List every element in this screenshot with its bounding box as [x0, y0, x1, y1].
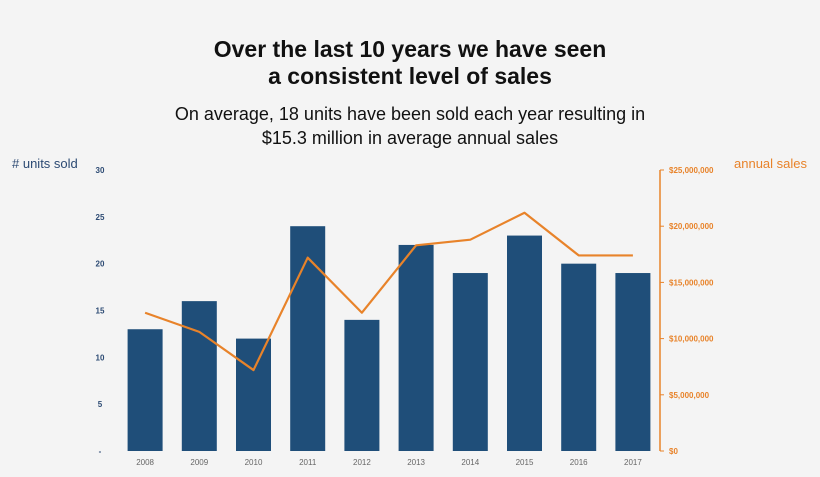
x-axis-tick-label: 2015	[516, 458, 534, 467]
bar	[561, 263, 597, 451]
bar	[127, 329, 163, 451]
bar	[507, 235, 542, 451]
bar	[398, 244, 434, 451]
x-axis-tick-label: 2013	[407, 458, 425, 467]
bar	[344, 319, 380, 451]
right-axis-tick-label: $10,000,000	[669, 335, 714, 344]
left-axis-tick-label: 5	[98, 400, 103, 409]
right-axis-tick-label: $25,000,000	[669, 166, 714, 175]
left-axis-tick-label: 20	[96, 260, 105, 269]
bar	[452, 273, 488, 451]
chart-subtitle: On average, 18 units have been sold each…	[0, 102, 820, 150]
bar	[290, 226, 326, 451]
right-axis-tick-label: $20,000,000	[669, 222, 714, 231]
x-axis-tick-label: 2012	[353, 458, 371, 467]
chart-subtitle-line-2: $15.3 million in average annual sales	[261, 128, 559, 148]
right-axis-tick-label: $15,000,000	[669, 278, 714, 287]
sales-line	[144, 211, 633, 372]
left-axis-tick-label: 30	[96, 166, 105, 175]
bar	[236, 338, 271, 451]
right-axis-label: annual sales	[734, 156, 807, 171]
chart-title-line-2: a consistent level of sales	[268, 63, 552, 89]
x-axis-tick-label: 2014	[461, 458, 479, 467]
right-axis-tick-label: $5,000,000	[669, 391, 710, 400]
bar	[181, 301, 217, 451]
x-axis-tick-label: 2009	[190, 458, 208, 467]
left-axis-label: # units sold	[12, 156, 78, 171]
chart-subtitle-line-1: On average, 18 units have been sold each…	[174, 104, 646, 124]
chart-title-line-1: Over the last 10 years we have seen	[213, 36, 607, 62]
x-axis-tick-label: 2010	[245, 458, 263, 467]
bar	[615, 273, 651, 451]
left-axis-tick-label: 10	[96, 353, 105, 362]
left-axis-tick-label: 25	[96, 213, 105, 222]
x-axis-tick-label: 2016	[570, 458, 588, 467]
x-axis-tick-label: 2011	[299, 458, 317, 467]
right-axis-tick-label: $0	[669, 447, 678, 456]
left-axis-tick-label: 15	[96, 307, 105, 316]
chart-title: Over the last 10 years we have seen a co…	[0, 36, 820, 90]
x-axis-tick-label: 2017	[624, 458, 642, 467]
x-axis-tick-label: 2008	[136, 458, 154, 467]
left-axis-tick-label: -	[99, 447, 102, 456]
